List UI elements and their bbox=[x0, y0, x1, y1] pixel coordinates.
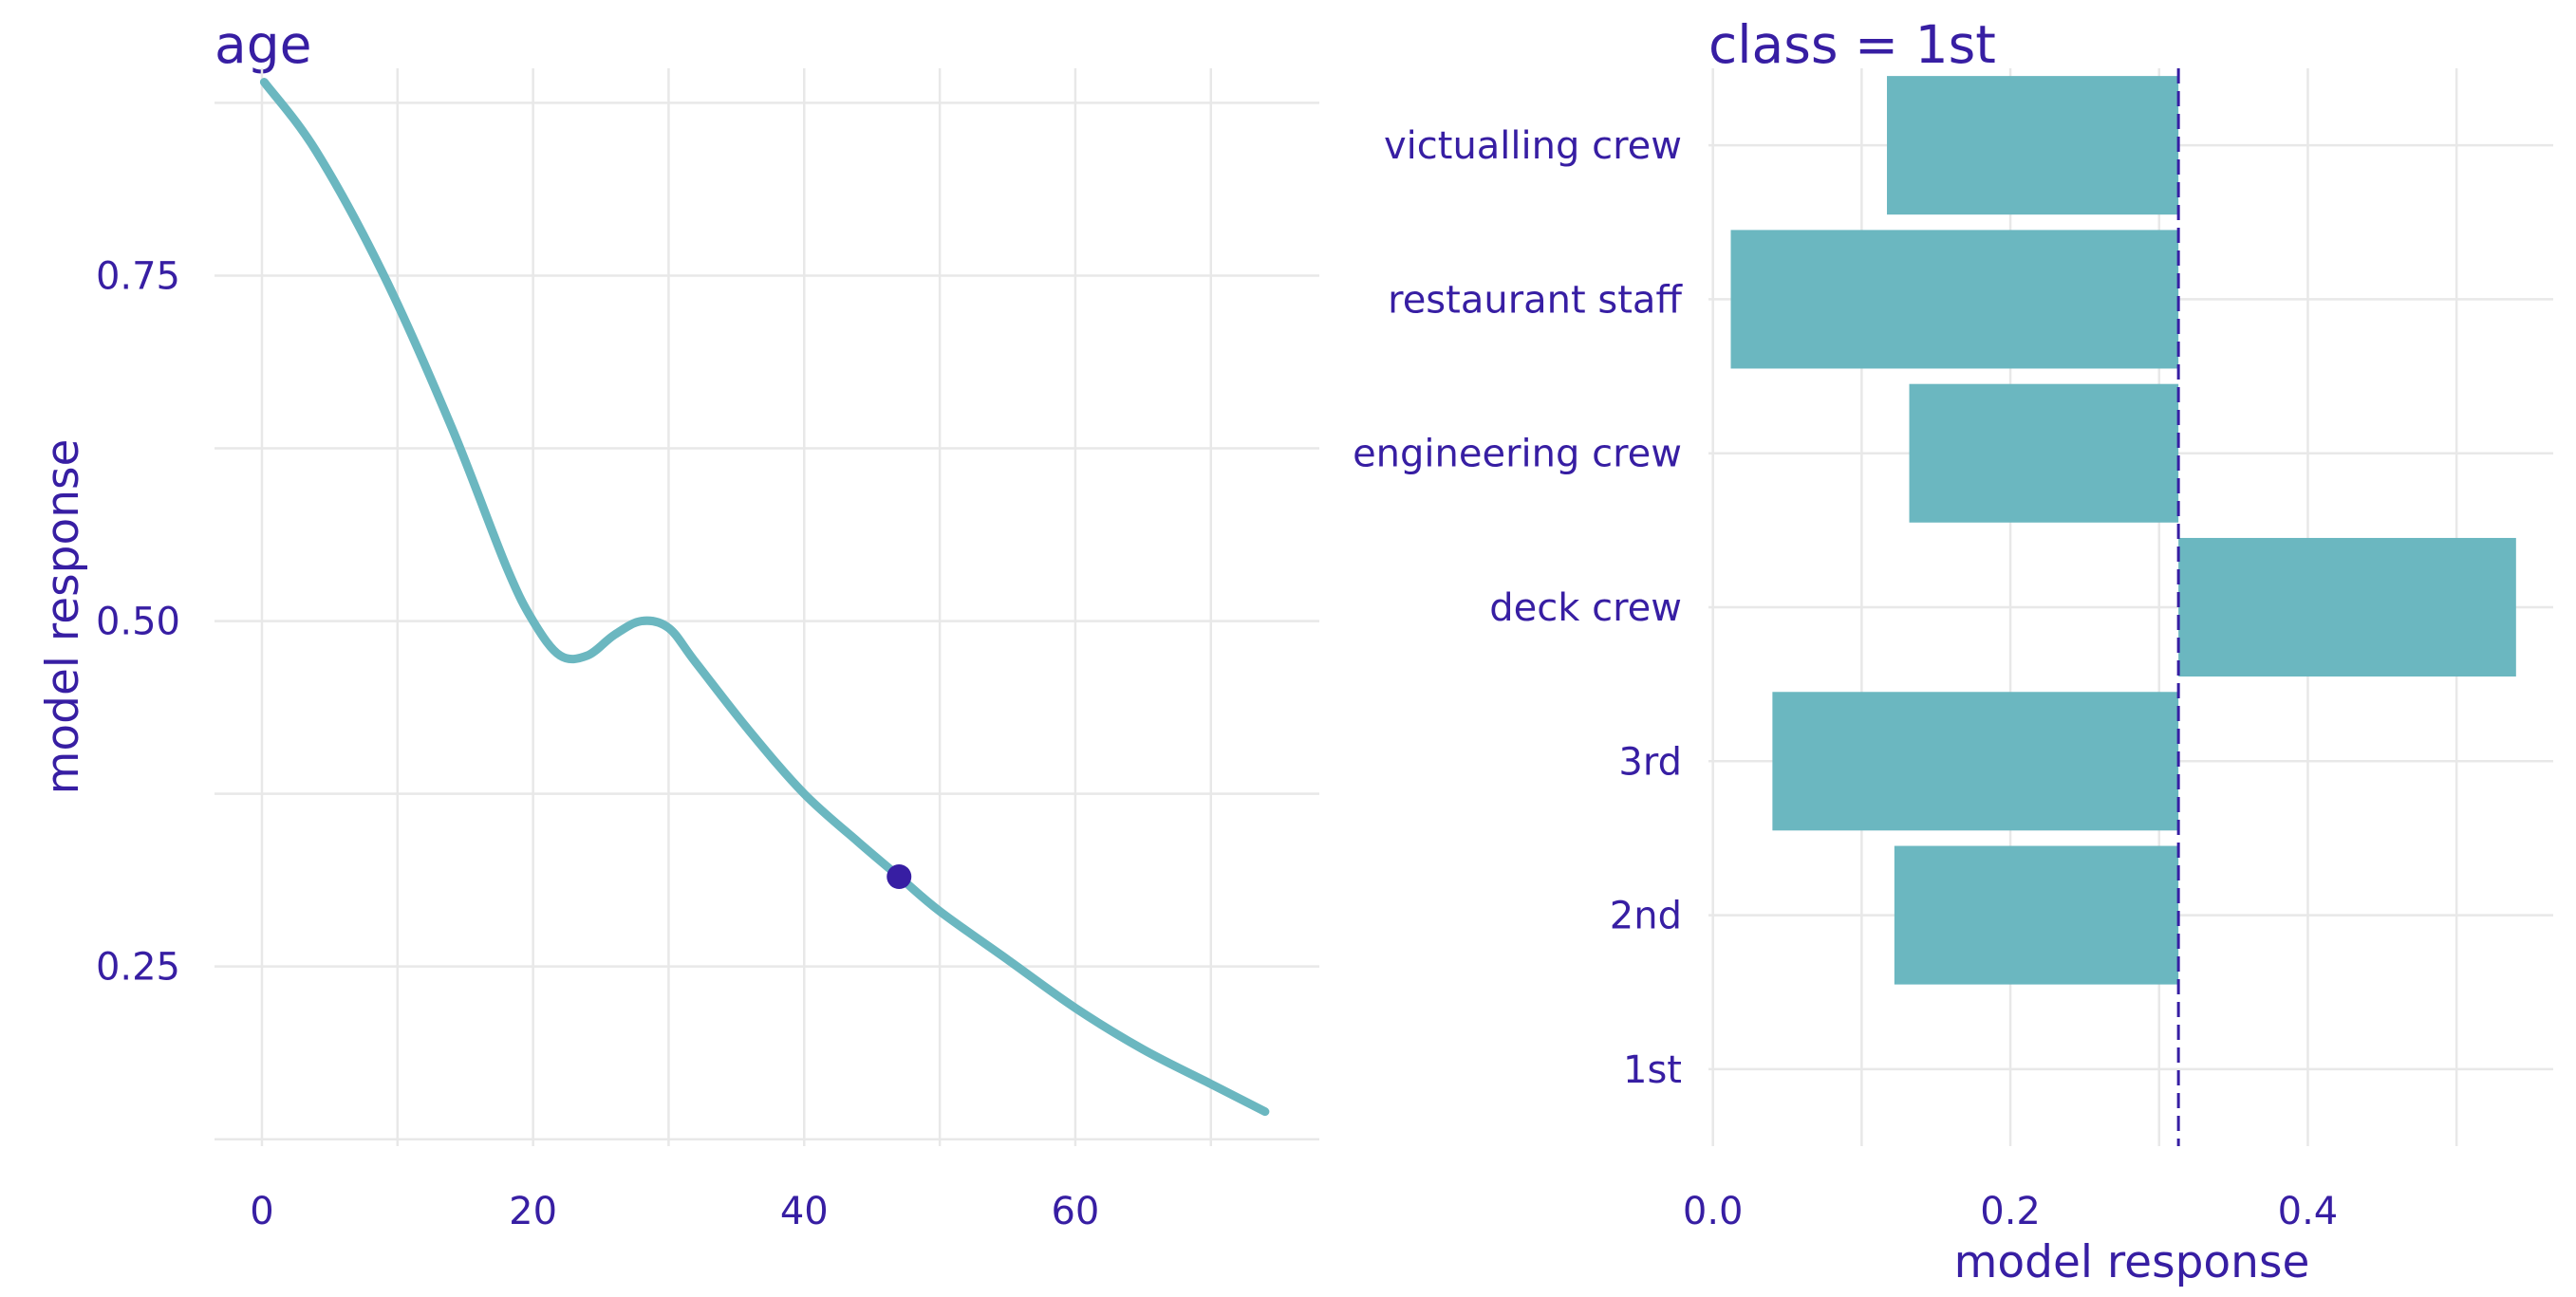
age-panel-grid bbox=[215, 68, 1319, 1146]
class-bar bbox=[1772, 692, 2179, 831]
age-x-tick-label: 0 bbox=[250, 1190, 273, 1233]
class-category-label: engineering crew bbox=[1353, 433, 1682, 476]
age-x-tick-label: 20 bbox=[509, 1190, 557, 1233]
class-profile-panel: class = 1st victualling crew restaurant s… bbox=[1353, 14, 2553, 1288]
age-profile-line bbox=[259, 78, 1270, 1117]
class-category-label: victualling crew bbox=[1384, 124, 1682, 168]
age-profile-panel: age 0.25 0.50 0.75 0 20 40 60 model response bbox=[37, 14, 1319, 1233]
age-panel-y-axis-title: model response bbox=[37, 439, 89, 795]
age-panel-series bbox=[259, 78, 1270, 1117]
class-category-label: 1st bbox=[1623, 1048, 1682, 1092]
class-x-tick-label: 0.0 bbox=[1683, 1190, 1744, 1233]
age-panel-title: age bbox=[215, 14, 311, 75]
age-x-tick-label: 60 bbox=[1051, 1190, 1099, 1233]
class-panel-x-tick-labels: 0.0 0.2 0.4 bbox=[1683, 1190, 2338, 1233]
age-observation-point bbox=[887, 864, 912, 889]
class-category-label: restaurant staff bbox=[1388, 278, 1683, 322]
class-category-label: 3rd bbox=[1618, 740, 1682, 784]
age-y-tick-label: 0.25 bbox=[96, 946, 180, 990]
class-panel-x-axis-title: model response bbox=[1954, 1236, 2310, 1288]
class-category-label: 2nd bbox=[1610, 895, 1682, 938]
age-y-tick-label: 0.75 bbox=[96, 254, 180, 298]
class-bar bbox=[1909, 383, 2179, 523]
class-bar bbox=[1730, 230, 2179, 369]
age-panel-y-tick-labels: 0.25 0.50 0.75 bbox=[96, 254, 180, 989]
class-bar bbox=[1887, 76, 2179, 215]
age-y-tick-label: 0.50 bbox=[96, 601, 180, 644]
class-category-label: deck crew bbox=[1489, 586, 1682, 630]
class-panel-title: class = 1st bbox=[1708, 14, 1996, 75]
class-bar bbox=[1894, 845, 2179, 985]
class-panel-bars bbox=[1730, 76, 2516, 985]
class-x-tick-label: 0.4 bbox=[2278, 1190, 2339, 1233]
class-panel-category-labels: victualling crew restaurant staff engineer… bbox=[1353, 124, 1683, 1092]
age-panel-x-tick-labels: 0 20 40 60 bbox=[250, 1190, 1099, 1233]
age-x-tick-label: 40 bbox=[780, 1190, 829, 1233]
class-x-tick-label: 0.2 bbox=[1980, 1190, 2041, 1233]
class-bar bbox=[2178, 537, 2516, 677]
